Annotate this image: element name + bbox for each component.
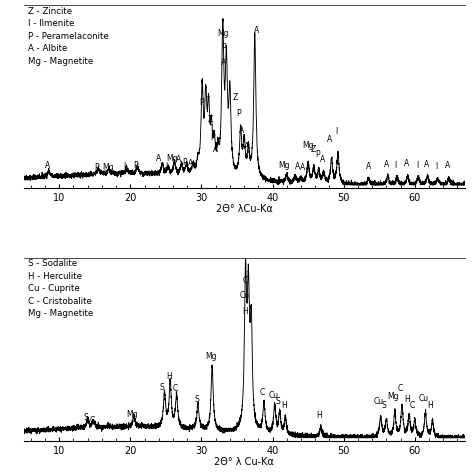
Text: P: P — [210, 133, 215, 142]
X-axis label: 2Θ° λ Cu-Kα: 2Θ° λ Cu-Kα — [214, 457, 274, 467]
Text: Mg: Mg — [166, 154, 178, 163]
Text: P: P — [221, 43, 226, 52]
Text: S: S — [84, 413, 89, 422]
Text: I: I — [416, 161, 418, 170]
Text: I: I — [165, 162, 168, 171]
Text: Mg: Mg — [278, 161, 290, 170]
Text: Z: Z — [207, 115, 213, 124]
Text: A: A — [327, 135, 332, 144]
Text: Mg: Mg — [102, 163, 113, 172]
Text: C: C — [397, 384, 402, 393]
Text: Mg: Mg — [127, 410, 138, 419]
Text: A: A — [445, 161, 450, 170]
Text: H: H — [317, 411, 322, 420]
Text: Z: Z — [310, 146, 316, 155]
Text: C: C — [260, 388, 265, 397]
Text: Mg: Mg — [205, 353, 217, 361]
Text: A: A — [319, 155, 325, 164]
Text: I: I — [435, 162, 437, 171]
Text: P: P — [134, 162, 138, 171]
Text: P: P — [316, 150, 320, 159]
Text: C: C — [242, 276, 247, 285]
Text: H: H — [428, 401, 433, 410]
Text: C: C — [410, 401, 415, 410]
Text: Cu: Cu — [374, 397, 383, 406]
Text: A: A — [213, 146, 219, 155]
Text: A: A — [383, 160, 389, 169]
Text: Cu: Cu — [240, 292, 250, 301]
Text: C: C — [173, 384, 178, 393]
Text: I: I — [124, 162, 126, 171]
Text: Mg: Mg — [218, 29, 229, 38]
Text: A: A — [295, 162, 300, 171]
Text: A: A — [423, 160, 429, 169]
X-axis label: 2Θ° λCu-Kα: 2Θ° λCu-Kα — [216, 204, 273, 214]
Text: Cu: Cu — [268, 391, 278, 400]
Text: Cu: Cu — [419, 393, 429, 402]
Text: S: S — [382, 401, 387, 410]
Text: H: H — [242, 307, 248, 316]
Text: A: A — [221, 58, 226, 67]
Text: P: P — [94, 163, 99, 172]
Text: A: A — [45, 161, 50, 170]
Text: P: P — [236, 109, 241, 118]
Text: H: H — [166, 372, 172, 381]
Text: A: A — [239, 126, 245, 135]
Text: A: A — [176, 155, 182, 164]
Text: P: P — [199, 98, 204, 107]
Text: I: I — [336, 127, 337, 136]
Text: A: A — [254, 26, 260, 35]
Text: I: I — [201, 87, 202, 96]
Text: Mg: Mg — [387, 392, 399, 401]
Text: H: H — [404, 395, 410, 404]
Text: S: S — [276, 397, 281, 406]
Text: A: A — [300, 163, 305, 172]
Text: A: A — [188, 159, 193, 168]
Text: S: S — [194, 395, 199, 404]
Text: A: A — [366, 162, 371, 171]
Text: Mg: Mg — [302, 141, 314, 150]
Text: Z - Zincite
I - Ilmenite
P - Peramelaconite
A - Albite
Mg - Magnetite: Z - Zincite I - Ilmenite P - Peramelacon… — [28, 7, 109, 65]
Text: A: A — [403, 159, 409, 168]
Text: P: P — [182, 157, 187, 166]
Text: Z: Z — [232, 93, 237, 102]
Text: C: C — [89, 416, 95, 425]
Text: H: H — [281, 401, 287, 410]
Text: A: A — [244, 142, 249, 151]
Text: S - Sodalite
H - Herculite
Cu - Cuprite
C - Cristobalite
Mg - Magnetite: S - Sodalite H - Herculite Cu - Cuprite … — [28, 259, 93, 319]
Text: S: S — [160, 383, 165, 392]
Text: I: I — [394, 161, 397, 170]
Text: A: A — [156, 154, 162, 163]
